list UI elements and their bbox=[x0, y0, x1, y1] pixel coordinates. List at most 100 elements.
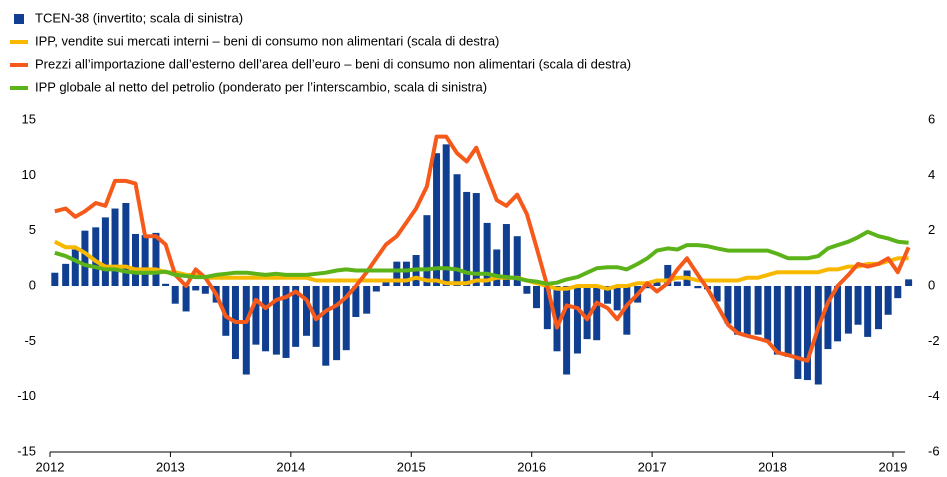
bar bbox=[844, 286, 852, 334]
bar bbox=[201, 286, 209, 294]
bar bbox=[724, 286, 732, 324]
bar bbox=[773, 286, 781, 355]
bar bbox=[754, 286, 762, 335]
y2-tick-label: 2 bbox=[928, 222, 935, 237]
y-tick-label: 0 bbox=[29, 277, 36, 292]
x-tick-label: 2015 bbox=[397, 459, 426, 474]
bar bbox=[623, 286, 631, 335]
bar bbox=[402, 261, 410, 286]
bar bbox=[152, 232, 160, 286]
bar bbox=[643, 286, 651, 289]
bar bbox=[372, 286, 380, 292]
bar bbox=[653, 281, 661, 286]
bar bbox=[162, 283, 170, 286]
y2-tick-label: 6 bbox=[928, 111, 935, 126]
bar bbox=[433, 153, 441, 286]
line bbox=[54, 229, 909, 286]
bar bbox=[493, 249, 501, 286]
bar bbox=[333, 286, 341, 361]
bar bbox=[81, 230, 89, 286]
y2-tick-label: -4 bbox=[928, 388, 940, 403]
bar bbox=[262, 286, 270, 352]
bar bbox=[664, 264, 672, 286]
bar bbox=[71, 249, 79, 286]
bar bbox=[472, 193, 480, 286]
line bbox=[54, 134, 911, 363]
bar bbox=[834, 286, 842, 342]
bar bbox=[794, 286, 802, 379]
x-tick-label: 2019 bbox=[878, 459, 907, 474]
bar bbox=[132, 233, 139, 286]
bar bbox=[101, 217, 109, 286]
x-tick-label: 2016 bbox=[517, 459, 546, 474]
bar bbox=[442, 144, 450, 286]
bar bbox=[423, 215, 431, 286]
y-tick-label: -5 bbox=[24, 333, 36, 348]
bar bbox=[182, 286, 190, 312]
bar bbox=[292, 286, 300, 347]
bar bbox=[854, 286, 862, 325]
bar bbox=[171, 286, 179, 304]
bar bbox=[583, 286, 591, 340]
bar bbox=[92, 227, 100, 286]
bar bbox=[322, 286, 330, 366]
y-tick-label: 15 bbox=[22, 111, 36, 126]
bar bbox=[192, 286, 200, 291]
bar bbox=[563, 286, 571, 375]
bar bbox=[51, 272, 59, 286]
bar bbox=[62, 263, 70, 286]
bar bbox=[814, 286, 822, 385]
bar bbox=[734, 286, 742, 335]
bar bbox=[272, 286, 280, 355]
bar bbox=[463, 191, 471, 286]
y2-tick-label: 4 bbox=[928, 167, 935, 182]
y2-tick-label: -6 bbox=[928, 443, 940, 458]
bar bbox=[533, 286, 541, 309]
bar bbox=[824, 286, 832, 350]
bar bbox=[393, 261, 401, 286]
bar bbox=[303, 286, 310, 336]
y-tick-label: -10 bbox=[17, 388, 36, 403]
bar bbox=[122, 203, 130, 286]
bar bbox=[111, 208, 119, 286]
x-tick-label: 2013 bbox=[156, 459, 185, 474]
y-tick-label: 10 bbox=[22, 167, 36, 182]
legend-label: TCEN-38 (invertito; scala di sinistra) bbox=[35, 10, 243, 25]
x-tick-label: 2012 bbox=[36, 459, 65, 474]
bar bbox=[713, 286, 721, 302]
bar bbox=[694, 286, 702, 289]
bar bbox=[513, 236, 521, 286]
legend-label: IPP, vendite sui mercati interni – beni … bbox=[35, 33, 499, 48]
legend-label: IPP globale al netto del petrolio (ponde… bbox=[35, 79, 487, 94]
bar bbox=[141, 235, 149, 286]
bar bbox=[875, 286, 883, 330]
bar bbox=[453, 174, 461, 286]
bar bbox=[502, 224, 510, 286]
bar bbox=[543, 286, 551, 330]
x-tick-label: 2017 bbox=[638, 459, 667, 474]
bar bbox=[382, 280, 390, 286]
y2-tick-label: 0 bbox=[928, 277, 935, 292]
bar bbox=[483, 222, 491, 286]
bar bbox=[613, 286, 621, 311]
bar bbox=[222, 286, 230, 336]
y2-tick-label: -2 bbox=[928, 333, 940, 348]
bar bbox=[894, 286, 902, 299]
bar bbox=[673, 281, 681, 286]
y-tick-label: 5 bbox=[29, 222, 36, 237]
bar bbox=[884, 286, 892, 315]
bar bbox=[593, 286, 601, 341]
bar bbox=[363, 286, 371, 314]
y-tick-label: -15 bbox=[17, 443, 36, 458]
bar bbox=[252, 286, 260, 345]
bar bbox=[764, 286, 772, 342]
x-tick-label: 2014 bbox=[276, 459, 305, 474]
bar bbox=[342, 286, 350, 351]
bar bbox=[604, 286, 612, 304]
bar bbox=[905, 279, 913, 286]
bar bbox=[352, 286, 360, 317]
bar bbox=[784, 286, 792, 357]
bar bbox=[803, 286, 811, 381]
x-tick-label: 2018 bbox=[758, 459, 787, 474]
